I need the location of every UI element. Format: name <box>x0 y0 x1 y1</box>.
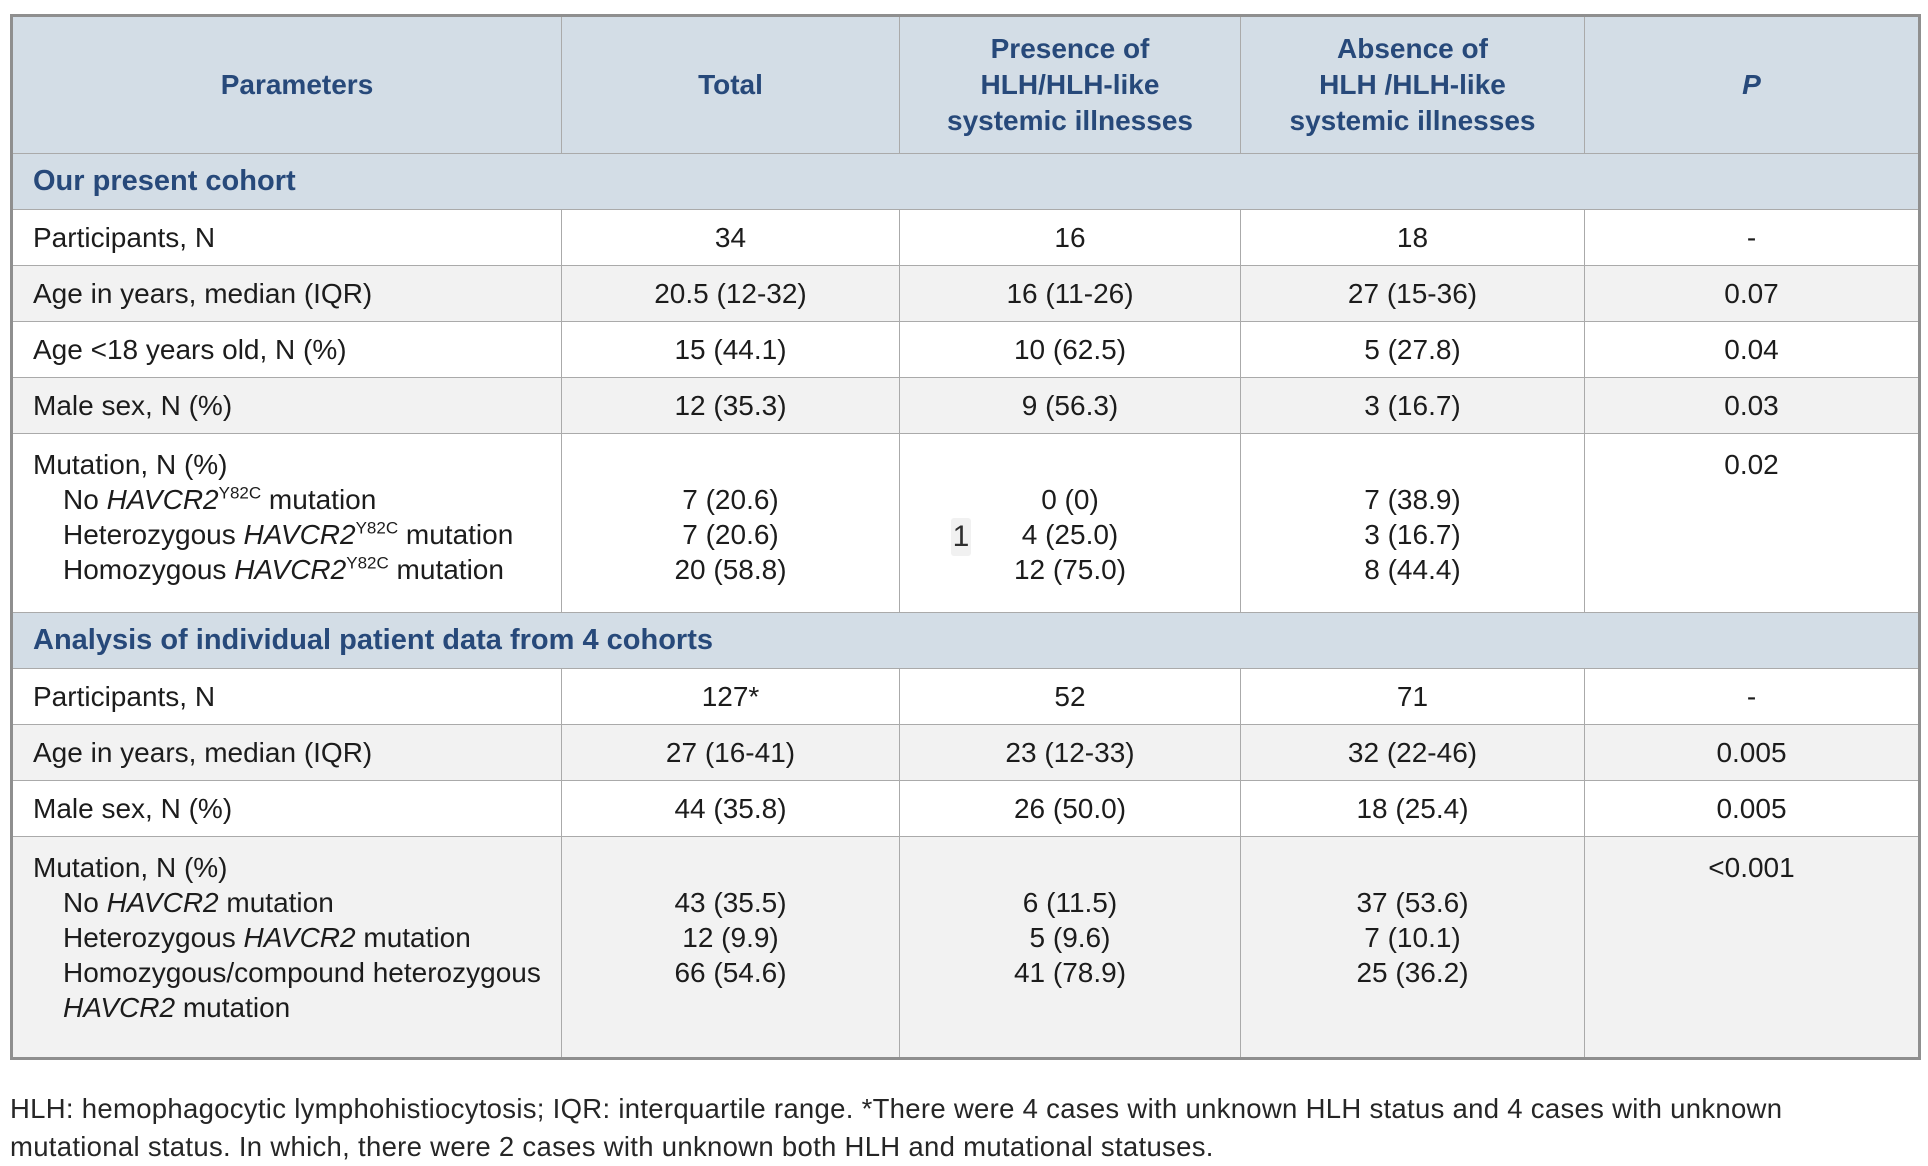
total-value-cell: 127* <box>561 668 900 725</box>
col-header-absence-line1: Absence of <box>1337 33 1488 64</box>
col-header-p: P <box>1584 15 1920 154</box>
p-value-cell: 0.005 <box>1584 780 1920 837</box>
row-label-cell: Mutation, N (%) No HAVCR2 mutation Heter… <box>11 836 562 1059</box>
total-value-cell: 43 (35.5) 12 (9.9) 66 (54.6) <box>561 836 900 1059</box>
row-participants-cohort1: Participants, N 34 16 18 - <box>11 209 1920 266</box>
col-header-absence: Absence of HLH /HLH-like systemic illnes… <box>1240 15 1585 154</box>
p-value-header-label: P <box>1742 69 1761 100</box>
absence-value-cell: 7 (38.9) 3 (16.7) 8 (44.4) <box>1240 433 1585 613</box>
total-value-cell: 7 (20.6) 7 (20.6) 20 (58.8) <box>561 433 900 613</box>
col-header-absence-line3: systemic illnesses <box>1289 105 1536 136</box>
absence-value-cell: 27 (15-36) <box>1240 265 1585 322</box>
section-header-our-present-cohort: Our present cohort <box>11 153 1920 210</box>
mutation-subrow-label: Heterozygous HAVCR2 mutation <box>63 922 471 953</box>
row-label-cell: Age <18 years old, N (%) <box>11 321 562 378</box>
col-header-presence-line1: Presence of <box>990 33 1150 64</box>
absence-value-cell: 71 <box>1240 668 1585 725</box>
gene-name: HAVCR2 <box>106 484 219 515</box>
total-value-cell: 20.5 (12-32) <box>561 265 900 322</box>
row-label-cell: Age in years, median (IQR) <box>11 724 562 781</box>
p-value-cell: <0.001 <box>1584 836 1920 1059</box>
row-label-cell: Male sex, N (%) <box>11 780 562 837</box>
row-label-cell: Participants, N <box>11 209 562 266</box>
presence-value-cell: 16 <box>899 209 1241 266</box>
absence-value-cell: 5 (27.8) <box>1240 321 1585 378</box>
row-participants-pooled: Participants, N 127* 52 71 - <box>11 668 1920 725</box>
presence-value-cell: 16 (11-26) <box>899 265 1241 322</box>
p-value-cell: 0.02 <box>1584 433 1920 613</box>
annotation-marker-1: 1 <box>951 518 971 556</box>
absence-value-cell: 18 <box>1240 209 1585 266</box>
p-value-cell: 0.005 <box>1584 724 1920 781</box>
row-mutation-pooled: Mutation, N (%) No HAVCR2 mutation Heter… <box>11 836 1920 1059</box>
gene-name: HAVCR2 <box>243 922 356 953</box>
row-label-cell: Participants, N <box>11 668 562 725</box>
cohort-comparison-table: Parameters Total Presence of HLH/HLH-lik… <box>10 14 1921 1060</box>
presence-value-cell: 26 (50.0) <box>899 780 1241 837</box>
total-value-cell: 44 (35.8) <box>561 780 900 837</box>
gene-name: HAVCR2 <box>234 554 347 585</box>
header-row: Parameters Total Presence of HLH/HLH-lik… <box>11 15 1920 154</box>
col-header-total: Total <box>561 15 900 154</box>
mutation-subrow-label: No HAVCR2Y82C mutation <box>63 483 377 515</box>
absence-value-cell: 18 (25.4) <box>1240 780 1585 837</box>
p-value-cell: 0.03 <box>1584 377 1920 434</box>
table-footnote: HLH: hemophagocytic lymphohistiocytosis;… <box>10 1093 1783 1162</box>
gene-name: HAVCR2 <box>63 992 176 1023</box>
row-age-under-18-cohort1: Age <18 years old, N (%) 15 (44.1) 10 (6… <box>11 321 1920 378</box>
gene-variant-superscript: Y82C <box>218 483 262 503</box>
col-header-parameters: Parameters <box>11 15 562 154</box>
absence-value-cell: 37 (53.6) 7 (10.1) 25 (36.2) <box>1240 836 1585 1059</box>
section-title: Our present cohort <box>11 153 1920 210</box>
mutation-group-label: Mutation, N (%) <box>33 852 228 883</box>
row-male-sex-cohort1: Male sex, N (%) 12 (35.3) 9 (56.3) 3 (16… <box>11 377 1920 434</box>
col-header-absence-line2: HLH /HLH-like <box>1319 69 1506 100</box>
row-male-sex-pooled: Male sex, N (%) 44 (35.8) 26 (50.0) 18 (… <box>11 780 1920 837</box>
mutation-subrow-label: Heterozygous HAVCR2Y82C mutation <box>63 518 514 550</box>
row-label-cell: Male sex, N (%) <box>11 377 562 434</box>
col-header-presence-line3: systemic illnesses <box>947 105 1193 136</box>
gene-name: HAVCR2 <box>106 887 219 918</box>
presence-value-cell: 23 (12-33) <box>899 724 1241 781</box>
section-header-individual-patient-data: Analysis of individual patient data from… <box>11 612 1920 669</box>
mutation-subrow-label: Homozygous/compound heterozygous HAVCR2 … <box>63 957 541 1023</box>
gene-variant-superscript: Y82C <box>346 553 389 573</box>
col-header-presence: Presence of HLH/HLH-like systemic illnes… <box>899 15 1241 154</box>
row-mutation-cohort1: Mutation, N (%) No HAVCR2Y82C mutation H… <box>11 433 1920 613</box>
absence-value-cell: 32 (22-46) <box>1240 724 1585 781</box>
mutation-group-label: Mutation, N (%) <box>33 449 228 480</box>
row-label-cell: Mutation, N (%) No HAVCR2Y82C mutation H… <box>11 433 562 613</box>
total-value-cell: 12 (35.3) <box>561 377 900 434</box>
presence-value-cell: 6 (11.5) 5 (9.6) 41 (78.9) <box>899 836 1241 1059</box>
presence-value-cell: 52 <box>899 668 1241 725</box>
col-header-presence-line2: HLH/HLH-like <box>980 69 1160 100</box>
mutation-subrow-label: No HAVCR2 mutation <box>63 887 334 918</box>
total-value-cell: 34 <box>561 209 900 266</box>
absence-value-cell: 3 (16.7) <box>1240 377 1585 434</box>
p-value-cell: 0.04 <box>1584 321 1920 378</box>
section-title: Analysis of individual patient data from… <box>11 612 1920 669</box>
document-page: Parameters Total Presence of HLH/HLH-lik… <box>0 14 1928 1162</box>
presence-value-cell: 10 (62.5) <box>899 321 1241 378</box>
mutation-subrow-label: Homozygous HAVCR2Y82C mutation <box>63 553 504 585</box>
row-label-cell: Age in years, median (IQR) <box>11 265 562 322</box>
row-age-median-pooled: Age in years, median (IQR) 27 (16-41) 23… <box>11 724 1920 781</box>
p-value-cell: - <box>1584 209 1920 266</box>
total-value-cell: 27 (16-41) <box>561 724 900 781</box>
gene-variant-superscript: Y82C <box>355 518 399 538</box>
row-age-median-cohort1: Age in years, median (IQR) 20.5 (12-32) … <box>11 265 1920 322</box>
p-value-cell: 0.07 <box>1584 265 1920 322</box>
total-value-cell: 15 (44.1) <box>561 321 900 378</box>
p-value-cell: - <box>1584 668 1920 725</box>
gene-name: HAVCR2 <box>243 519 356 550</box>
presence-value-cell: 9 (56.3) <box>899 377 1241 434</box>
